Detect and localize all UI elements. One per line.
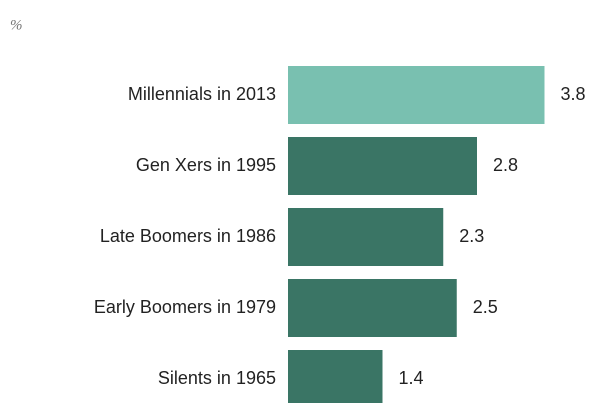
- value-label: 1.4: [399, 368, 424, 388]
- bar: [288, 208, 444, 266]
- value-label: 3.8: [561, 84, 586, 104]
- value-label: 2.5: [473, 297, 498, 317]
- bar: [288, 279, 457, 337]
- category-label: Early Boomers in 1979: [94, 297, 276, 317]
- axis-label: %: [10, 17, 23, 33]
- bar: [288, 350, 383, 403]
- category-label: Gen Xers in 1995: [136, 155, 276, 175]
- bar: [288, 66, 545, 124]
- value-label: 2.8: [493, 155, 518, 175]
- category-label: Millennials in 2013: [128, 84, 276, 104]
- value-label: 2.3: [459, 226, 484, 246]
- bar: [288, 137, 477, 195]
- category-label: Silents in 1965: [158, 368, 276, 388]
- category-label: Late Boomers in 1986: [100, 226, 276, 246]
